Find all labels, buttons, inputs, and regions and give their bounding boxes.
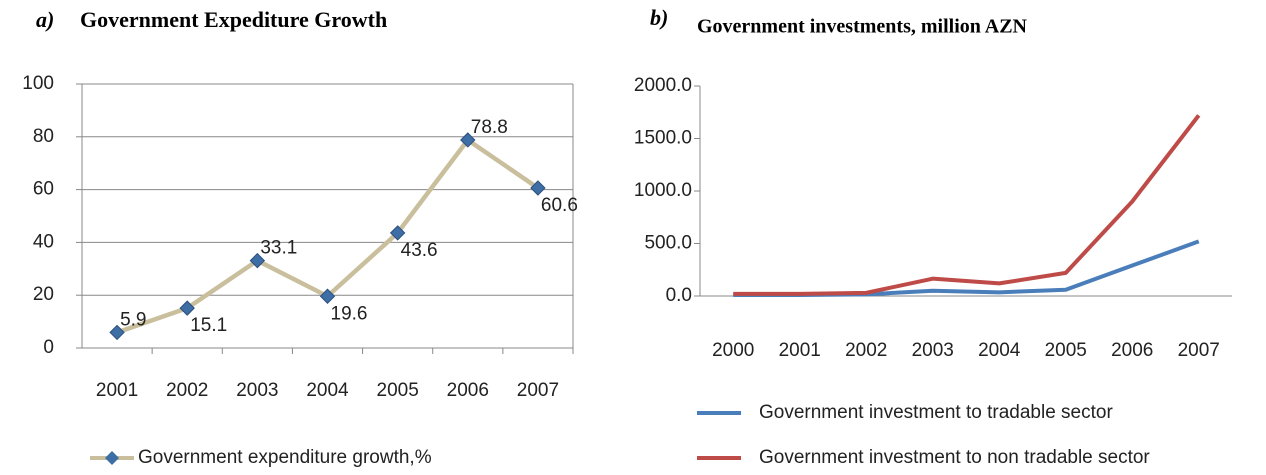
marker xyxy=(249,252,266,269)
data-label: 43.6 xyxy=(401,240,438,261)
x-tick-label: 2005 xyxy=(377,380,419,401)
y-tick-label: 0 xyxy=(43,337,54,358)
x-tick-label: 2000 xyxy=(712,340,754,361)
y-tick-label: 0.0 xyxy=(666,285,692,306)
legend-label: Government investment to tradable sector xyxy=(759,402,1113,423)
x-tick-label: 2006 xyxy=(1111,340,1153,361)
chart-title: Government investments, million AZN xyxy=(697,16,1028,38)
x-tick-label: 2003 xyxy=(236,380,278,401)
data-label: 33.1 xyxy=(260,238,297,259)
data-label: 60.6 xyxy=(541,195,578,216)
x-tick-label: 2005 xyxy=(1045,340,1087,361)
y-tick-label: 60 xyxy=(33,179,54,200)
marker xyxy=(530,180,546,196)
x-tick-label: 2001 xyxy=(779,340,821,361)
x-tick-label: 2002 xyxy=(845,340,887,361)
y-tick-label: 500.0 xyxy=(644,233,692,254)
legend-label: Government investment to non tradable se… xyxy=(759,447,1150,468)
chart-title: Government Expediture Growth xyxy=(80,7,387,32)
x-tick-label: 2001 xyxy=(96,380,138,401)
y-tick-label: 1500.0 xyxy=(634,128,692,149)
data-label: 5.9 xyxy=(120,309,146,330)
y-tick-label: 2000.0 xyxy=(634,75,692,96)
marker xyxy=(109,324,125,341)
x-tick-label: 2007 xyxy=(1178,340,1220,361)
x-tick-label: 2004 xyxy=(978,340,1021,361)
x-tick-label: 2002 xyxy=(166,380,208,401)
y-tick-label: 1000.0 xyxy=(634,180,692,201)
series-line xyxy=(733,114,1201,296)
y-tick-label: 40 xyxy=(33,231,54,252)
marker xyxy=(319,288,336,304)
x-tick-label: 2006 xyxy=(447,380,489,401)
legend-label: Government expenditure growth,% xyxy=(138,447,432,468)
marker xyxy=(460,132,476,148)
legend-marker xyxy=(105,451,119,465)
x-tick-label: 2004 xyxy=(306,380,349,401)
y-tick-label: 80 xyxy=(33,126,54,147)
data-label: 19.6 xyxy=(331,303,368,324)
panel-label: a) xyxy=(36,7,54,32)
y-tick-label: 20 xyxy=(33,284,54,305)
series-line xyxy=(733,239,1200,297)
data-label: 15.1 xyxy=(190,315,227,336)
y-tick-label: 100 xyxy=(22,73,54,94)
x-tick-label: 2007 xyxy=(517,380,559,401)
panel-label: b) xyxy=(650,5,668,30)
x-tick-label: 2003 xyxy=(912,340,954,361)
marker xyxy=(179,300,195,316)
data-label: 78.8 xyxy=(471,117,508,138)
marker xyxy=(389,225,406,241)
